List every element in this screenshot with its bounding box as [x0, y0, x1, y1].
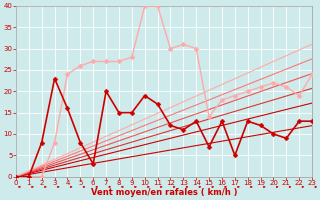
X-axis label: Vent moyen/en rafales ( km/h ): Vent moyen/en rafales ( km/h )	[91, 188, 237, 197]
